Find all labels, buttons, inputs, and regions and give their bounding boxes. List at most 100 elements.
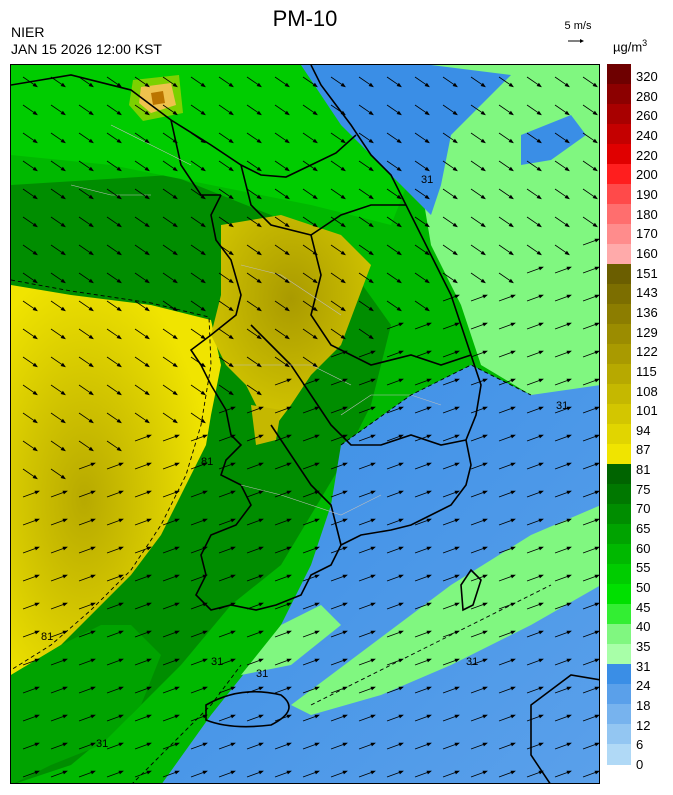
legend-label: 108 — [636, 383, 658, 399]
wind-arrow-head — [482, 462, 488, 467]
wind-arrow-head — [88, 446, 94, 452]
wind-arrow-head — [312, 306, 318, 312]
wind-arrow-head — [538, 462, 544, 467]
wind-arrow-head — [398, 490, 404, 495]
wind-arrow-head — [144, 390, 150, 396]
wind-arrow-head — [454, 630, 460, 635]
wind-arrow-head — [454, 602, 460, 607]
wind-arrow-head — [284, 222, 290, 228]
pm-field-light-green-streak-2 — [241, 605, 341, 675]
legend-swatch — [607, 604, 631, 625]
wind-arrow-head — [144, 194, 150, 200]
wind-arrow-head — [202, 490, 208, 495]
wind-arrow-head — [286, 406, 292, 411]
wind-arrow-head — [172, 138, 178, 144]
wind-arrow-head — [90, 658, 96, 663]
wind-arrow-head — [258, 630, 264, 635]
wind-arrow-head — [424, 306, 430, 312]
wind-arrow-head — [312, 138, 318, 144]
wind-arrow-head — [480, 222, 486, 228]
wind-arrow-head — [564, 166, 570, 172]
wind-arrow-head — [118, 546, 124, 551]
wind-arrow-head — [62, 630, 68, 635]
wind-arrow-head — [510, 686, 516, 691]
wind-arrow-head — [480, 138, 486, 144]
wind-arrow-head — [284, 250, 290, 256]
wind-arrow-head — [88, 306, 94, 312]
wind-arrow-head — [398, 714, 404, 719]
wind-arrow-head — [228, 362, 234, 368]
wind-arrow-head — [256, 250, 262, 256]
wind-arrow-head — [286, 546, 292, 551]
wind-arrow-head — [368, 194, 374, 200]
wind-arrow-head — [174, 630, 180, 635]
wind-arrow-head — [172, 306, 178, 312]
wind-arrow-head — [538, 686, 544, 691]
wind-arrow-head — [118, 714, 124, 719]
pm10-map[interactable]: 81 81 31 31 31 31 31 31 — [10, 64, 600, 784]
wind-arrow-head — [482, 658, 488, 663]
wind-arrow-head — [480, 166, 486, 172]
color-legend — [607, 64, 631, 765]
wind-arrow-head — [426, 322, 432, 327]
wind-arrow-head — [116, 418, 122, 424]
wind-arrow-head — [286, 518, 292, 523]
legend-swatch — [607, 524, 631, 545]
wind-arrow-head — [258, 406, 264, 411]
wind-arrow-head — [566, 490, 572, 495]
wind-arrow-head — [116, 138, 122, 144]
wind-arrow-head — [370, 350, 376, 355]
wind-arrow-head — [34, 518, 40, 523]
wind-arrow-head — [538, 602, 544, 607]
contour-label: 31 — [211, 656, 223, 668]
wind-arrow-head — [396, 138, 402, 144]
wind-arrow-head — [454, 322, 460, 327]
wind-arrow-head — [566, 378, 572, 383]
wind-arrow-head — [230, 686, 236, 691]
legend-swatch — [607, 324, 631, 345]
wind-arrow-head — [88, 82, 94, 88]
wind-arrow-head — [172, 418, 178, 424]
wind-arrow-head — [564, 194, 570, 200]
wind-arrow-head — [594, 378, 599, 383]
wind-arrow-head — [32, 362, 38, 368]
legend-label: 65 — [636, 521, 651, 537]
wind-arrow-head — [202, 686, 208, 691]
wind-arrow-head — [88, 166, 94, 172]
wind-arrow-head — [538, 658, 544, 663]
wind-arrow-head — [118, 574, 124, 579]
wind-arrow-head — [146, 658, 152, 663]
wind-arrow-head — [146, 434, 152, 439]
wind-arrow-head — [538, 406, 544, 411]
wind-arrow-head — [144, 306, 150, 312]
legend-label: 81 — [636, 462, 651, 478]
wind-arrow-head — [286, 770, 292, 775]
wind-arrow-head — [200, 222, 206, 228]
wind-arrow-head — [286, 658, 292, 663]
wind-arrow-head — [146, 490, 152, 495]
legend-swatch — [607, 64, 631, 85]
wind-arrow-head — [116, 446, 122, 452]
wind-arrow-head — [592, 110, 598, 116]
wind-arrow-head — [482, 406, 488, 411]
wind-arrow-head — [34, 630, 40, 635]
wind-arrow-head — [340, 250, 346, 256]
legend-label: 87 — [636, 442, 651, 458]
legend-swatch — [607, 284, 631, 305]
legend-label: 35 — [636, 639, 651, 655]
wind-arrow-head — [60, 250, 66, 256]
wind-arrow-head — [454, 574, 460, 579]
wind-arrow-head — [200, 418, 206, 424]
wind-arrow-head — [256, 138, 262, 144]
wind-arrow-head — [398, 742, 404, 747]
wind-arrow-head — [564, 110, 570, 116]
wind-arrow-head — [510, 546, 516, 551]
contour-lines — [11, 279, 552, 783]
legend-label: 70 — [636, 501, 651, 517]
wind-arrow-head — [256, 194, 262, 200]
wind-arrow-head — [202, 462, 208, 467]
wind-arrow-head — [62, 490, 68, 495]
wind-arrow-head — [146, 574, 152, 579]
wind-arrow-head — [146, 546, 152, 551]
wind-arrow-head — [426, 742, 432, 747]
